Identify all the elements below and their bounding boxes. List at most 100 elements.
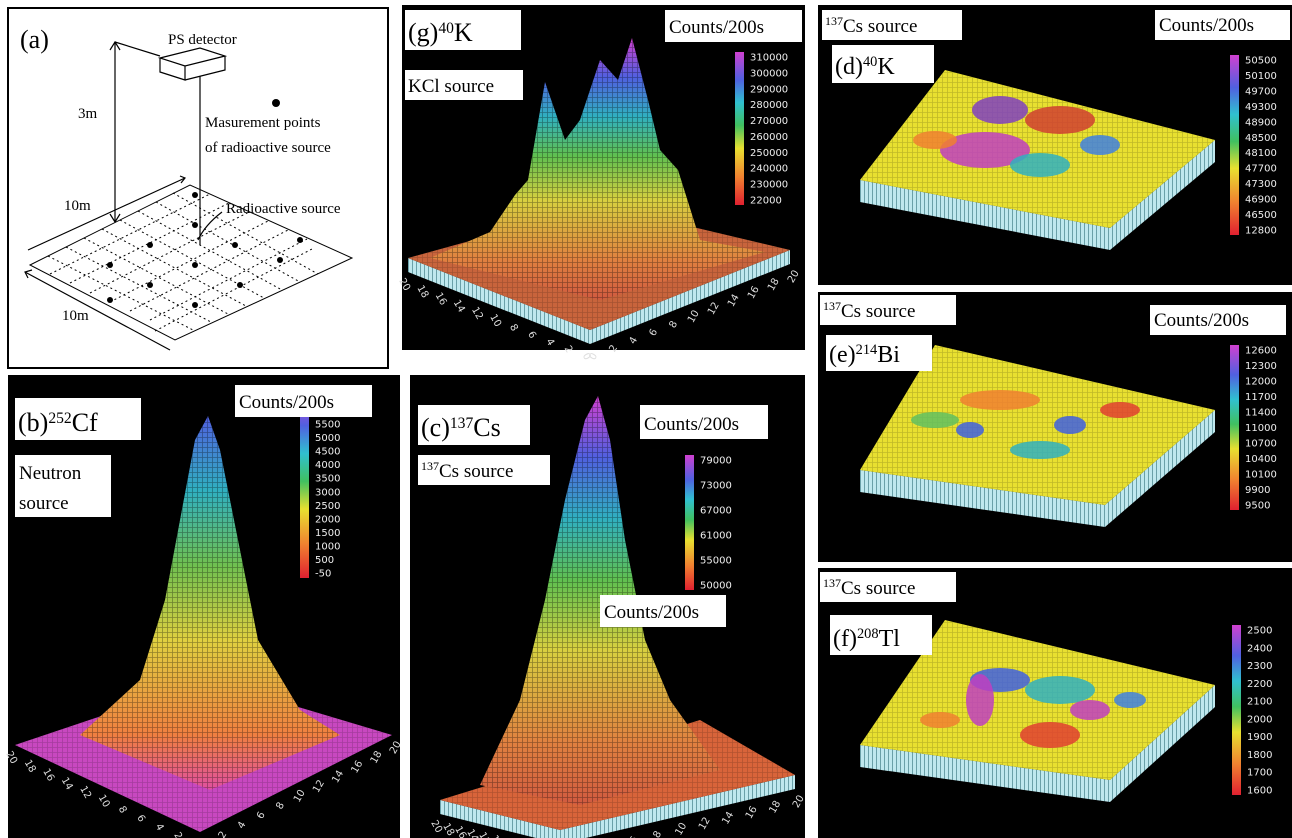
isotope-mass: 214 [856, 342, 878, 358]
colorbar-label: 5500 [315, 420, 340, 431]
plot-panel: 0022446688101012121414161618182020850060… [3, 375, 404, 838]
plot-panel: 2500240023002200210020001900180017001600… [818, 568, 1292, 838]
colorbar-label: 48900 [1245, 117, 1277, 128]
colorbar-label: 250000 [750, 148, 788, 159]
colorbar-label: 22000 [750, 196, 782, 207]
surface-feature [1025, 106, 1095, 134]
colorbar-label: 300000 [750, 68, 788, 79]
colorbar-label: 1700 [1247, 768, 1272, 779]
surface-feature [960, 390, 1040, 410]
panel-label: (g) [408, 18, 438, 47]
counts-label: Counts/200s [1154, 310, 1249, 331]
surface-feature [966, 674, 994, 726]
colorbar-label: 50000 [700, 581, 732, 592]
isotope-element: K [877, 54, 895, 80]
surface-feature [1020, 722, 1080, 748]
counts-label: Counts/200s [644, 414, 739, 435]
surface-feature [911, 412, 959, 428]
page: (a) PS detector 3m Masurement points of … [0, 0, 1292, 838]
surface-feature [913, 131, 957, 149]
colorbar-label: 260000 [750, 132, 788, 143]
colorbar-label: 2500 [315, 501, 340, 512]
colorbar-label: 12300 [1245, 361, 1277, 372]
panel-label: (f) [833, 626, 857, 652]
plot-panel: 5050050100497004930048900485004810047700… [818, 5, 1292, 285]
isotope-mass: 252 [48, 410, 71, 427]
source-mass: 137 [825, 14, 843, 28]
colorbar-label: 48500 [1245, 133, 1277, 144]
colorbar-label: 12800 [1245, 226, 1277, 237]
colorbar-label: 47300 [1245, 179, 1277, 190]
isotope-mass: 208 [857, 626, 879, 642]
colorbar-label: 240000 [750, 164, 788, 175]
source-name: Cs source [841, 301, 915, 322]
panel-label: (c) [421, 413, 450, 442]
source-label: Radioactive source [226, 201, 341, 217]
panel-label: (b) [18, 408, 48, 437]
colorbar-label: 12000 [1245, 377, 1277, 388]
colorbar-label: 73000 [700, 481, 732, 492]
colorbar-label: 61000 [700, 531, 732, 542]
colorbar-label: 1500 [315, 528, 340, 539]
colorbar-label: 2100 [1247, 697, 1272, 708]
source-label: KCl source [408, 76, 494, 97]
colorbar-label: 500 [315, 555, 334, 566]
points-legend: of radioactive source [205, 140, 331, 156]
colorbar-label: 11400 [1245, 408, 1277, 419]
surface-feature [972, 96, 1028, 124]
isotope-mass: 40 [438, 20, 454, 37]
colorbar-label: 1800 [1247, 750, 1272, 761]
colorbar-label: 50100 [1245, 71, 1277, 82]
colorbar-label: 1600 [1247, 786, 1272, 797]
colorbar-label: -50 [315, 569, 331, 580]
colorbar-label: 48100 [1245, 148, 1277, 159]
colorbar-label: 50500 [1245, 56, 1277, 67]
colorbar-label: 230000 [750, 180, 788, 191]
counts-label: Counts/200s [604, 602, 699, 623]
colorbar-label: 3000 [315, 487, 340, 498]
counts-label: Counts/200s [1159, 15, 1254, 36]
colorbar-label: 10100 [1245, 470, 1277, 481]
surface-feature [1100, 402, 1140, 418]
source-name: Cs source [439, 461, 513, 482]
surface-feature [1025, 676, 1095, 704]
colorbar [685, 455, 694, 590]
colorbar-label: 47700 [1245, 164, 1277, 175]
isotope-mass: 137 [450, 415, 474, 432]
colorbar-label: 290000 [750, 84, 788, 95]
panel-label: (e) [829, 342, 856, 368]
surface-feature [1114, 692, 1146, 708]
colorbar-label: 9900 [1245, 485, 1270, 496]
colorbar-label: 46500 [1245, 210, 1277, 221]
colorbar-label: 46900 [1245, 195, 1277, 206]
colorbar-label: 11000 [1245, 423, 1277, 434]
colorbar [1230, 345, 1239, 510]
colorbar-label: 55000 [700, 556, 732, 567]
surface-feature [1054, 416, 1086, 434]
colorbar-label: 49300 [1245, 102, 1277, 113]
colorbar-label: 1000 [315, 541, 340, 552]
colorbar-label: 67000 [700, 506, 732, 517]
colorbar-label: 4500 [315, 447, 340, 458]
surface-feature [1010, 153, 1070, 177]
diagram-panel: (a) PS detector 3m Masurement points of … [8, 8, 388, 368]
plot-panel: 1260012300120001170011400110001070010400… [818, 292, 1292, 562]
source-label: Neutron [19, 463, 82, 484]
source-name: KCl source [408, 76, 494, 97]
plot-panel: 0022446688101012121414161618182020790007… [410, 375, 807, 838]
colorbar [735, 52, 744, 205]
colorbar-label: 2200 [1247, 679, 1272, 690]
source-mass: 137 [421, 459, 439, 473]
colorbar-label: 2000 [315, 514, 340, 525]
surface-feature [956, 422, 984, 438]
colorbar-label: 2300 [1247, 661, 1272, 672]
isotope-element: Tl [879, 626, 901, 652]
surface-feature [1070, 700, 1110, 720]
colorbar-label: 9500 [1245, 501, 1270, 512]
colorbar-label: 12600 [1245, 346, 1277, 357]
source-name: Cs source [841, 578, 915, 599]
colorbar-label: 270000 [750, 116, 788, 127]
colorbar-label: 1900 [1247, 732, 1272, 743]
isotope-element: Cs [473, 413, 500, 442]
plot-panel: 0022446688101012121414161618182020310000… [396, 5, 805, 362]
